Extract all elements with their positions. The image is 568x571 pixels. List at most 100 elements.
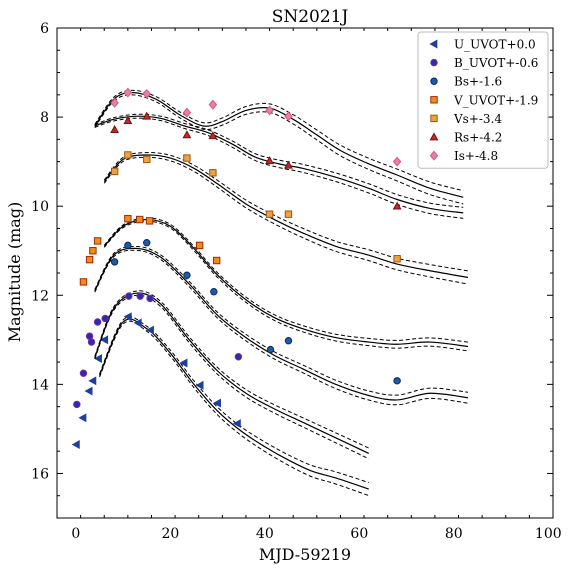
data-point — [182, 130, 192, 139]
y-tick-label: 12 — [31, 288, 49, 304]
legend-marker — [430, 58, 438, 67]
data-point — [265, 210, 274, 218]
legend-entry: B_UVOT+-0.6 — [454, 56, 538, 70]
legend-marker — [430, 96, 438, 104]
data-point — [265, 105, 274, 116]
data-point — [101, 314, 109, 323]
y-axis-title: Magnitude (mag) — [5, 202, 24, 343]
y-tick-label: 8 — [40, 110, 49, 126]
legend-entry: Bs+-1.6 — [454, 75, 502, 89]
series-3 — [79, 214, 469, 352]
series-2 — [94, 239, 469, 406]
legend-entry: Is+-4.8 — [454, 149, 498, 163]
fit-band-lower — [103, 220, 469, 352]
x-tick-label: 40 — [256, 526, 274, 542]
data-point — [124, 151, 132, 159]
fit-band-upper — [99, 316, 369, 484]
data-point — [234, 353, 243, 361]
fit-band-lower — [94, 117, 464, 219]
data-point — [143, 239, 151, 247]
data-point — [284, 337, 293, 345]
data-point — [142, 111, 152, 120]
data-point — [212, 256, 221, 265]
legend-marker — [430, 114, 438, 123]
fit-line — [98, 318, 369, 490]
data-point — [100, 335, 109, 345]
data-point — [78, 413, 87, 423]
legend-entry: Vs+-3.4 — [453, 112, 502, 126]
fit-band-upper — [94, 113, 464, 208]
x-axis: 0 20 40 60 80 100 — [56, 28, 562, 542]
fit-band-lower — [94, 249, 469, 406]
data-point — [89, 247, 97, 255]
fit-band-upper — [94, 245, 469, 396]
data-point — [183, 271, 191, 279]
legend-marker — [429, 39, 438, 49]
fit-line — [94, 115, 464, 214]
data-point — [110, 97, 119, 108]
data-point — [393, 255, 401, 263]
data-point — [208, 99, 218, 110]
fit-line — [94, 292, 370, 454]
data-point — [284, 111, 293, 122]
data-point — [208, 131, 218, 140]
series-6 — [94, 87, 464, 205]
data-point — [73, 400, 81, 409]
series-0 — [71, 312, 369, 497]
y-tick-label: 16 — [31, 466, 49, 482]
data-point — [123, 87, 133, 98]
fit-line — [94, 247, 469, 401]
fit-line — [103, 218, 469, 348]
legend-entry: Rs+-4.2 — [454, 131, 502, 145]
data-point — [87, 338, 96, 346]
data-point — [84, 386, 93, 396]
legend-entry: V_UVOT+-1.9 — [453, 93, 538, 107]
data-point — [265, 156, 275, 165]
x-tick-label: 80 — [445, 526, 463, 542]
fit-band-upper — [94, 290, 369, 449]
data-point — [123, 116, 133, 125]
data-point — [182, 107, 192, 118]
data-point — [110, 167, 119, 176]
data-point — [195, 241, 204, 250]
data-point — [93, 318, 102, 326]
data-point — [210, 288, 218, 296]
x-tick-label: 100 — [535, 526, 562, 542]
data-point — [124, 214, 132, 223]
data-point — [133, 318, 142, 328]
data-point — [232, 419, 241, 429]
y-tick-label: 6 — [40, 21, 49, 37]
fit-line — [94, 91, 464, 198]
series-5 — [94, 111, 464, 219]
data-point — [284, 210, 293, 218]
legend-box — [417, 31, 549, 169]
data-point — [209, 169, 217, 177]
fit-band-lower — [99, 320, 369, 497]
data-point — [212, 398, 221, 408]
data-point — [123, 312, 132, 322]
series-1 — [73, 290, 370, 460]
data-point — [93, 237, 102, 245]
y-tick-label: 10 — [31, 199, 49, 215]
fit-band-upper — [103, 217, 469, 343]
chart-title: SN2021J — [272, 7, 349, 27]
data-point — [266, 345, 275, 354]
data-point — [392, 201, 402, 210]
y-axis: 6 8 10 12 14 16 — [31, 21, 553, 519]
data-point — [110, 258, 119, 266]
x-tick-label: 60 — [350, 526, 368, 542]
legend-marker — [430, 77, 438, 85]
data-point — [124, 241, 132, 250]
legend-marker — [429, 132, 439, 141]
data-point — [136, 292, 144, 300]
data-point — [392, 156, 402, 167]
x-axis-title: MJD-59219 — [259, 545, 351, 564]
legend-marker — [429, 150, 439, 161]
data-point — [125, 292, 133, 300]
fit-band-upper — [94, 89, 464, 192]
data-point — [179, 358, 188, 368]
data-point — [93, 354, 102, 363]
data-point — [88, 376, 97, 386]
data-point — [146, 294, 154, 303]
